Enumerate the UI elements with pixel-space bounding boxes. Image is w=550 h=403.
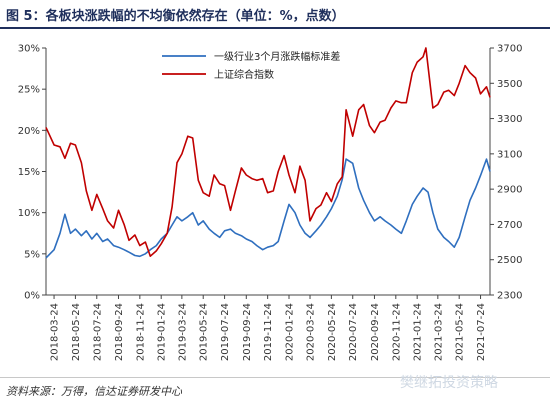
x-tick-label: 2019-05-24 (199, 303, 210, 361)
legend-label-sse-index: 上证综合指数 (214, 68, 274, 81)
series-line-sse-index (45, 47, 491, 257)
x-tick-label: 2020-07-24 (348, 303, 359, 361)
left-tick-label: 10% (18, 208, 40, 219)
figure-title: 图 5：各板块涨跌幅的不均衡依然存在（单位：%，点数） (6, 9, 345, 24)
series-layer (45, 47, 491, 259)
left-tick-label: 0% (24, 291, 40, 302)
footer-divider (0, 377, 550, 378)
x-tick-label: 2021-03-24 (433, 303, 444, 361)
left-tick-label: 25% (18, 85, 40, 96)
x-tick-label: 2018-09-24 (114, 303, 125, 361)
watermark-text: 樊继拓投资策略 (400, 375, 498, 391)
right-tick-label: 2500 (497, 255, 522, 266)
x-tick-label: 2020-03-24 (306, 303, 317, 361)
right-tick-label: 3500 (497, 79, 522, 90)
x-tick-label: 2018-05-24 (71, 303, 82, 361)
axes: 0% 5% 10% 15% 20% 25% 30% 2300 2500 2700 2900 3100 3… (18, 44, 523, 362)
legend-label-industry-std: 一级行业3个月涨跌幅标准差 (214, 50, 340, 63)
right-tick-label: 2300 (497, 291, 522, 302)
right-tick-label: 3100 (497, 149, 522, 160)
x-tick-label: 2018-11-24 (135, 303, 146, 361)
x-tick-label: 2019-07-24 (220, 303, 231, 361)
right-tick-label: 2700 (497, 220, 522, 231)
series-line-industry-std (45, 158, 491, 259)
left-tick-label: 20% (18, 126, 40, 137)
x-tick-label: 2019-01-24 (157, 303, 168, 361)
left-tick-label: 15% (18, 167, 40, 178)
x-tick-label: 2020-05-24 (327, 303, 338, 361)
x-tick-label: 2021-07-24 (476, 303, 487, 361)
right-tick-label: 3300 (497, 114, 522, 125)
left-tick-label: 5% (24, 249, 40, 260)
x-tick-label: 2021-05-24 (455, 303, 466, 361)
right-tick-label: 3700 (497, 44, 522, 55)
x-tick-label: 2021-01-24 (413, 303, 424, 361)
source-note: 资料来源：万得，信达证券研发中心 (6, 385, 182, 398)
x-tick-label: 2018-03-24 (50, 303, 61, 361)
x-tick-label: 2018-07-24 (92, 303, 103, 361)
x-tick-label: 2020-09-24 (370, 303, 381, 361)
x-tick-label: 2019-11-24 (263, 303, 274, 361)
x-tick-label: 2020-11-24 (391, 303, 402, 361)
left-tick-label: 30% (18, 44, 40, 55)
x-tick-label: 2020-01-24 (285, 303, 296, 361)
title-divider (0, 27, 550, 29)
line-chart: 0% 5% 10% 15% 20% 25% 30% 2300 2500 2700 2900 3100 3… (18, 44, 523, 362)
x-tick-label: 2019-03-24 (177, 303, 188, 361)
right-tick-label: 2900 (497, 185, 522, 196)
x-tick-label: 2019-09-24 (242, 303, 253, 361)
